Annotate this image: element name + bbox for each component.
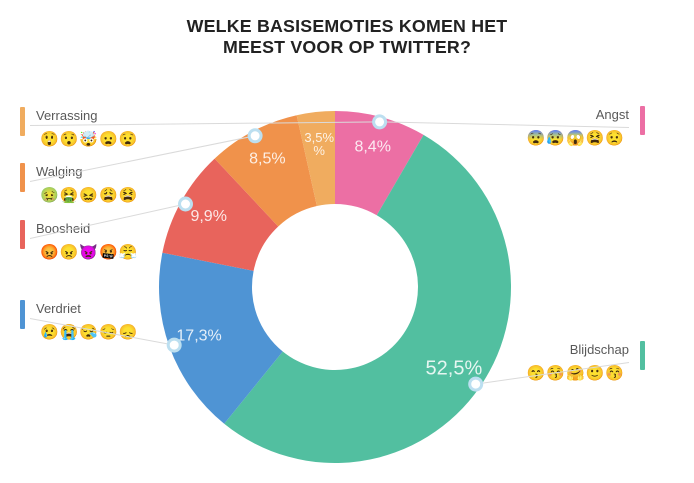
svg-text:17,3%: 17,3%	[176, 327, 221, 344]
svg-text:8,4%: 8,4%	[354, 139, 390, 156]
svg-text:8,5%: 8,5%	[249, 151, 285, 168]
svg-text:9,9%: 9,9%	[190, 208, 226, 225]
svg-text:52,5%: 52,5%	[426, 357, 483, 379]
svg-text:%: %	[313, 143, 325, 158]
